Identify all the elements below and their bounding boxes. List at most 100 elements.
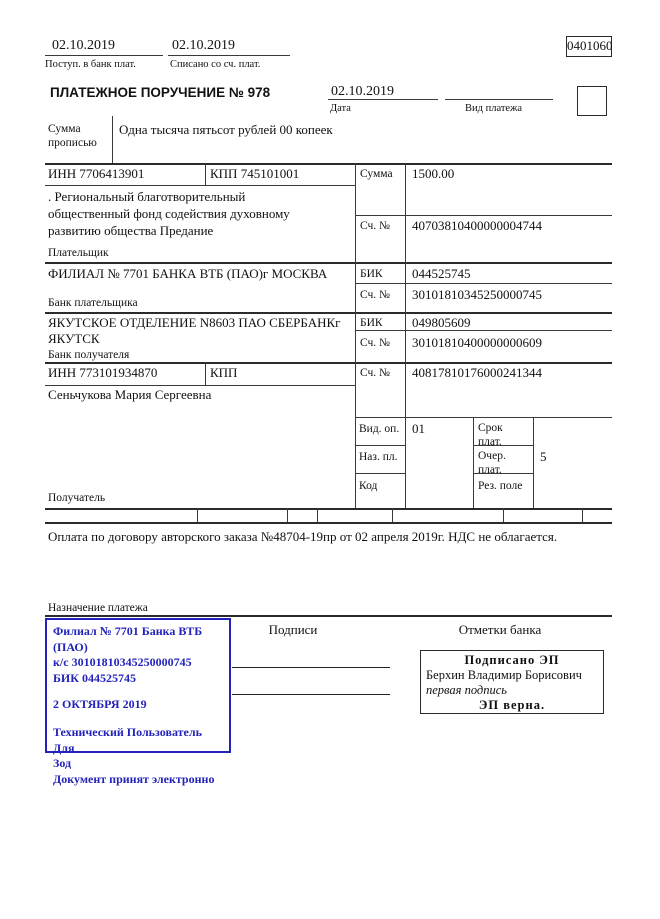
minitable-top-rule	[355, 417, 612, 418]
payee-section-rule	[45, 508, 612, 510]
esign-valid-note: ЭП верна.	[478, 698, 546, 712]
amount-words-value: Одна тысяча пятьсот рублей 00 копеек	[119, 122, 333, 137]
code-label: Код	[359, 480, 378, 492]
minitable-rule-2	[473, 445, 533, 446]
doc-date-value: 02.10.2019	[331, 84, 394, 99]
payer-account: 40703810400000004744	[412, 218, 542, 233]
payment-purpose-label: Назначение платежа	[48, 602, 148, 614]
minitable-divider-2	[533, 417, 534, 508]
signature-line-1	[232, 667, 390, 668]
payer-bank-account: 30101810345250000745	[412, 287, 542, 302]
tax-cell-divider-3	[317, 508, 318, 522]
payer-inn: ИНН 7706413901	[48, 166, 145, 181]
payer-section-rule	[45, 262, 612, 264]
payer-kpp: КПП 745101001	[210, 166, 300, 181]
bank-marks-heading: Отметки банка	[458, 622, 542, 637]
stamp-note: Документ принят электронно	[53, 771, 215, 786]
esign-signature-type: первая подпись	[426, 683, 507, 697]
payer-bank-name: ФИЛИАЛ № 7701 БАНКА ВТБ (ПАО)г МОСКВА	[48, 266, 328, 281]
stamp-bank-name: Филиал № 7701 Банка ВТБ (ПАО)	[53, 624, 203, 654]
payee-bank-bik-rule	[355, 330, 612, 331]
payee-kpp-divider	[205, 362, 206, 385]
received-date-value: 02.10.2019	[52, 38, 115, 53]
esign-box: Подписано ЭП Берхин Владимир Борисович п…	[420, 650, 604, 714]
signatures-heading: Подписи	[268, 622, 318, 637]
sum-value: 1500.00	[412, 166, 455, 181]
payer-label: Плательщик	[48, 247, 109, 259]
payee-kpp-label: КПП	[210, 365, 238, 380]
minitable-divider-1	[473, 417, 474, 508]
label-column-divider	[355, 163, 356, 508]
op-type-value: 01	[412, 421, 425, 436]
tax-fields-bottom-rule	[45, 522, 612, 524]
amount-words-divider	[112, 116, 113, 163]
signature-line-2	[232, 694, 390, 695]
debited-date-value: 02.10.2019	[172, 38, 235, 53]
sum-row-rule	[355, 215, 612, 216]
payer-bank-bik: 044525745	[412, 266, 471, 281]
payer-bank-bik-rule	[355, 283, 612, 284]
stamp-user: Технический Пользователь Для Зод	[53, 724, 202, 771]
payer-name: . Региональный благотворительный обществ…	[48, 189, 290, 238]
stamp-corr-account: к/с 30101810345250000745	[53, 655, 192, 670]
payer-bank-bik-label: БИК	[360, 268, 383, 280]
tax-cell-divider-5	[503, 508, 504, 522]
pay-term-label: Срок плат.	[478, 422, 503, 449]
payee-account-label: Сч. №	[360, 367, 391, 379]
form-code: 0401060	[567, 38, 613, 53]
doc-date-label: Дата	[330, 103, 351, 114]
payee-label: Получатель	[48, 492, 106, 504]
received-date-label: Поступ. в банк плат.	[45, 59, 136, 70]
minitable-rule-1	[355, 445, 405, 446]
payer-bank-label: Банк плательщика	[48, 297, 138, 309]
debited-date-rule	[168, 55, 290, 56]
payee-inn: ИНН 773101934870	[48, 365, 158, 380]
payer-bank-account-label: Сч. №	[360, 289, 391, 301]
sum-label: Сумма	[360, 168, 393, 180]
tax-cell-divider-4	[392, 508, 393, 522]
tax-cell-divider-1	[197, 508, 198, 522]
value-column-divider	[405, 163, 406, 508]
tax-cell-divider-2	[287, 508, 288, 522]
payment-type-checkbox	[577, 86, 607, 116]
payment-type-rule	[445, 99, 553, 100]
payer-kpp-divider	[205, 163, 206, 185]
esign-signer-name: Берхин Владимир Борисович	[426, 668, 582, 682]
payee-bank-account: 30101810400000000609	[412, 335, 542, 350]
reserve-field-label: Рез. поле	[478, 480, 523, 492]
stamp-date: 2 ОКТЯБРЯ 2019	[53, 697, 147, 712]
debited-date-label: Списано со сч. плат.	[170, 59, 261, 70]
amount-words-label: Сумма прописью	[48, 123, 97, 150]
pay-order-label: Очер. плат.	[478, 450, 506, 477]
payer-account-label: Сч. №	[360, 220, 391, 232]
payee-name: Сеньчукова Мария Сергеевна	[48, 387, 212, 402]
payee-bank-bik: 049805609	[412, 315, 471, 330]
purpose-section-rule	[45, 615, 612, 617]
payment-purpose-text: Оплата по договору авторского заказа №48…	[48, 529, 558, 544]
payee-bank-name: ЯКУТСКОЕ ОТДЕЛЕНИЕ N8603 ПАО СБЕРБАНКг Я…	[48, 315, 341, 346]
minitable-rule-4	[473, 473, 533, 474]
payment-type-label: Вид платежа	[465, 103, 523, 114]
document-title: ПЛАТЕЖНОЕ ПОРУЧЕНИЕ № 978	[50, 85, 271, 100]
tax-cell-divider-6	[582, 508, 583, 522]
doc-date-rule	[328, 99, 438, 100]
esign-title: Подписано ЭП	[464, 653, 560, 667]
payer-bank-section-rule	[45, 312, 612, 314]
bank-stamp: Филиал № 7701 Банка ВТБ (ПАО) к/с 301018…	[45, 618, 231, 786]
payee-bank-label: Банк получателя	[48, 349, 130, 361]
payee-bank-account-label: Сч. №	[360, 337, 391, 349]
payee-inn-rule	[45, 385, 355, 386]
op-type-label: Вид. оп.	[359, 423, 400, 435]
pay-purpose-code-label: Наз. пл.	[359, 451, 398, 463]
payer-inn-rule	[45, 185, 355, 186]
received-date-rule	[45, 55, 163, 56]
table-top-rule	[45, 163, 612, 165]
payee-account: 40817810176000241344	[412, 365, 542, 380]
form-code-box: 0401060	[566, 36, 613, 57]
payee-bank-section-rule	[45, 362, 612, 364]
pay-order-value: 5	[540, 449, 547, 464]
payee-bank-bik-label: БИК	[360, 317, 383, 329]
minitable-rule-3	[355, 473, 405, 474]
stamp-bik: БИК 044525745	[53, 670, 136, 685]
